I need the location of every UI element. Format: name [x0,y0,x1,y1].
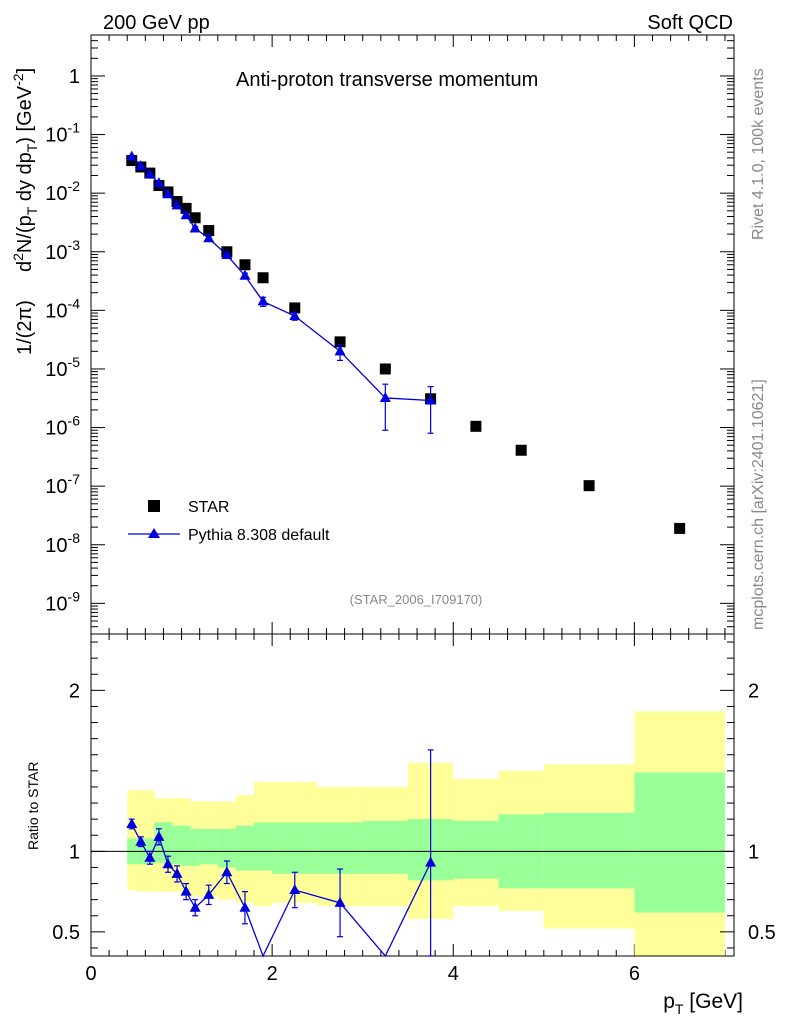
analysis-watermark: (STAR_2006_I709170) [350,592,483,607]
ratio-stat-band [254,822,273,871]
ratio-pythia-point [135,835,147,846]
pythia-data-point [379,391,391,402]
header-left-label: 200 GeV pp [103,12,210,34]
main-y-tick-label: 10-6 [45,413,80,440]
ratio-pythia-point [189,901,201,912]
pythia-data-point [289,310,301,321]
ratio-stat-band [362,820,408,874]
header-right-label: Soft QCD [647,12,733,34]
mcplots-source-label: mcplots.cern.ch [arXiv:2401.10621] [750,379,767,630]
star-data-point [239,259,251,271]
ratio-pythia-point [171,867,183,878]
main-y-tick-label: 10-7 [45,471,80,498]
ratio-stat-band [199,828,218,865]
ratio-y-tick-label-right: 1 [748,841,759,863]
ratio-pythia-point [289,883,301,894]
pythia-data-point [126,150,138,161]
ratio-stat-band [163,822,173,865]
ratio-y-tick-label: 0.5 [52,922,80,944]
main-y-tick-label: 10-9 [45,588,80,615]
pythia-data-point [153,177,165,188]
main-y-axis-label-prefix: 1/(2π) [14,300,36,355]
ratio-stat-band [190,828,200,866]
ratio-y-axis-label: Ratio to STAR [25,762,41,850]
ratio-stat-band [272,822,318,874]
pythia-data-point [135,160,147,171]
main-y-tick-label: 10-8 [45,530,80,557]
ratio-stat-band [453,820,499,879]
ratio-pythia-line [131,823,432,958]
ratio-stat-band [317,822,363,874]
pythia-data-point [334,345,346,356]
star-data-point [289,302,301,314]
ratio-pythia-point [239,901,251,912]
pythia-data-point [162,188,174,199]
ratio-frame [90,633,735,957]
ratio-y-tick-label: 2 [69,680,80,702]
pythia-data-point [239,269,251,280]
ratio-y-tick-label: 1 [69,841,80,863]
ratio-stat-band [172,825,182,865]
star-data-point [257,272,269,284]
pythia-data-point [203,232,215,243]
rivet-version-label: Rivet 4.1.0, 100k events [750,68,767,240]
star-data-point [470,420,482,432]
ratio-pythia-point [162,858,174,869]
legend-star-label: STAR [188,499,229,516]
chart-title: Anti-proton transverse momentum [236,69,538,91]
main-y-axis-label: 1/(2π) [14,300,36,355]
ratio-y-tick-label-right: 0.5 [748,922,776,944]
star-data-point [515,444,527,456]
ratio-stat-band [181,825,191,866]
pythia-data-point [257,295,269,306]
main-y-tick-label: 10-1 [45,120,80,147]
star-data-point [379,363,391,375]
x-tick-label: 4 [448,963,459,985]
x-tick-label: 2 [267,963,278,985]
main-frame [90,34,735,635]
pythia-data-point [221,249,233,260]
pythia-data-point [425,394,437,405]
ratio-stat-band [235,825,255,871]
main-y-tick-label: 10-4 [45,295,80,322]
star-data-point [180,202,192,214]
ratio-panel: 0 2 4 6 0.5 0.5 1 1 2 2 [52,633,776,985]
main-y-tick-label: 10-3 [45,237,80,264]
pythia-data-point [144,168,156,179]
star-data-point [334,336,346,348]
legend-pythia-marker [148,528,160,538]
main-y-axis-label-main: d2N/(pT dy dpT) [GeV-2] [10,68,40,272]
ratio-y-tick-label-right: 2 [748,680,759,702]
ratio-pythia-point [221,866,233,877]
ratio-pythia-point [153,830,165,841]
pythia-line [131,156,431,402]
x-tick-label: 0 [85,963,96,985]
legend-star-marker [148,500,160,512]
legend-pythia-label: Pythia 8.308 default [188,527,330,544]
main-y-tick-label: 1 [69,66,80,88]
pythia-data-point [180,209,192,220]
star-data-point [674,522,686,534]
ratio-stat-band [634,772,725,913]
ratio-pythia-point [180,885,192,896]
ratio-stat-band [217,828,236,868]
ratio-stat-band [543,812,635,889]
ratio-pythia-point [126,817,138,828]
star-data-point [189,212,201,224]
pythia-data-point [171,199,183,210]
x-axis-label: pT [GeV] [663,990,743,1017]
ratio-pythia-point [203,888,215,899]
main-panel: 10-9 10-8 10-7 10-6 10-5 10-4 10-3 10-2 10-1 1 [45,34,735,956]
star-data-point [203,225,215,237]
ratio-pythia-point [144,851,156,862]
pythia-data-point [189,222,201,233]
star-data-point [583,480,595,492]
legend: STAR Pythia 8.308 default [128,499,330,544]
main-y-tick-label: 10-2 [45,178,80,205]
main-y-tick-label: 10-5 [45,354,80,381]
x-tick-label: 6 [629,963,640,985]
ratio-pythia-point [425,856,437,867]
ratio-pythia-point [334,896,346,907]
